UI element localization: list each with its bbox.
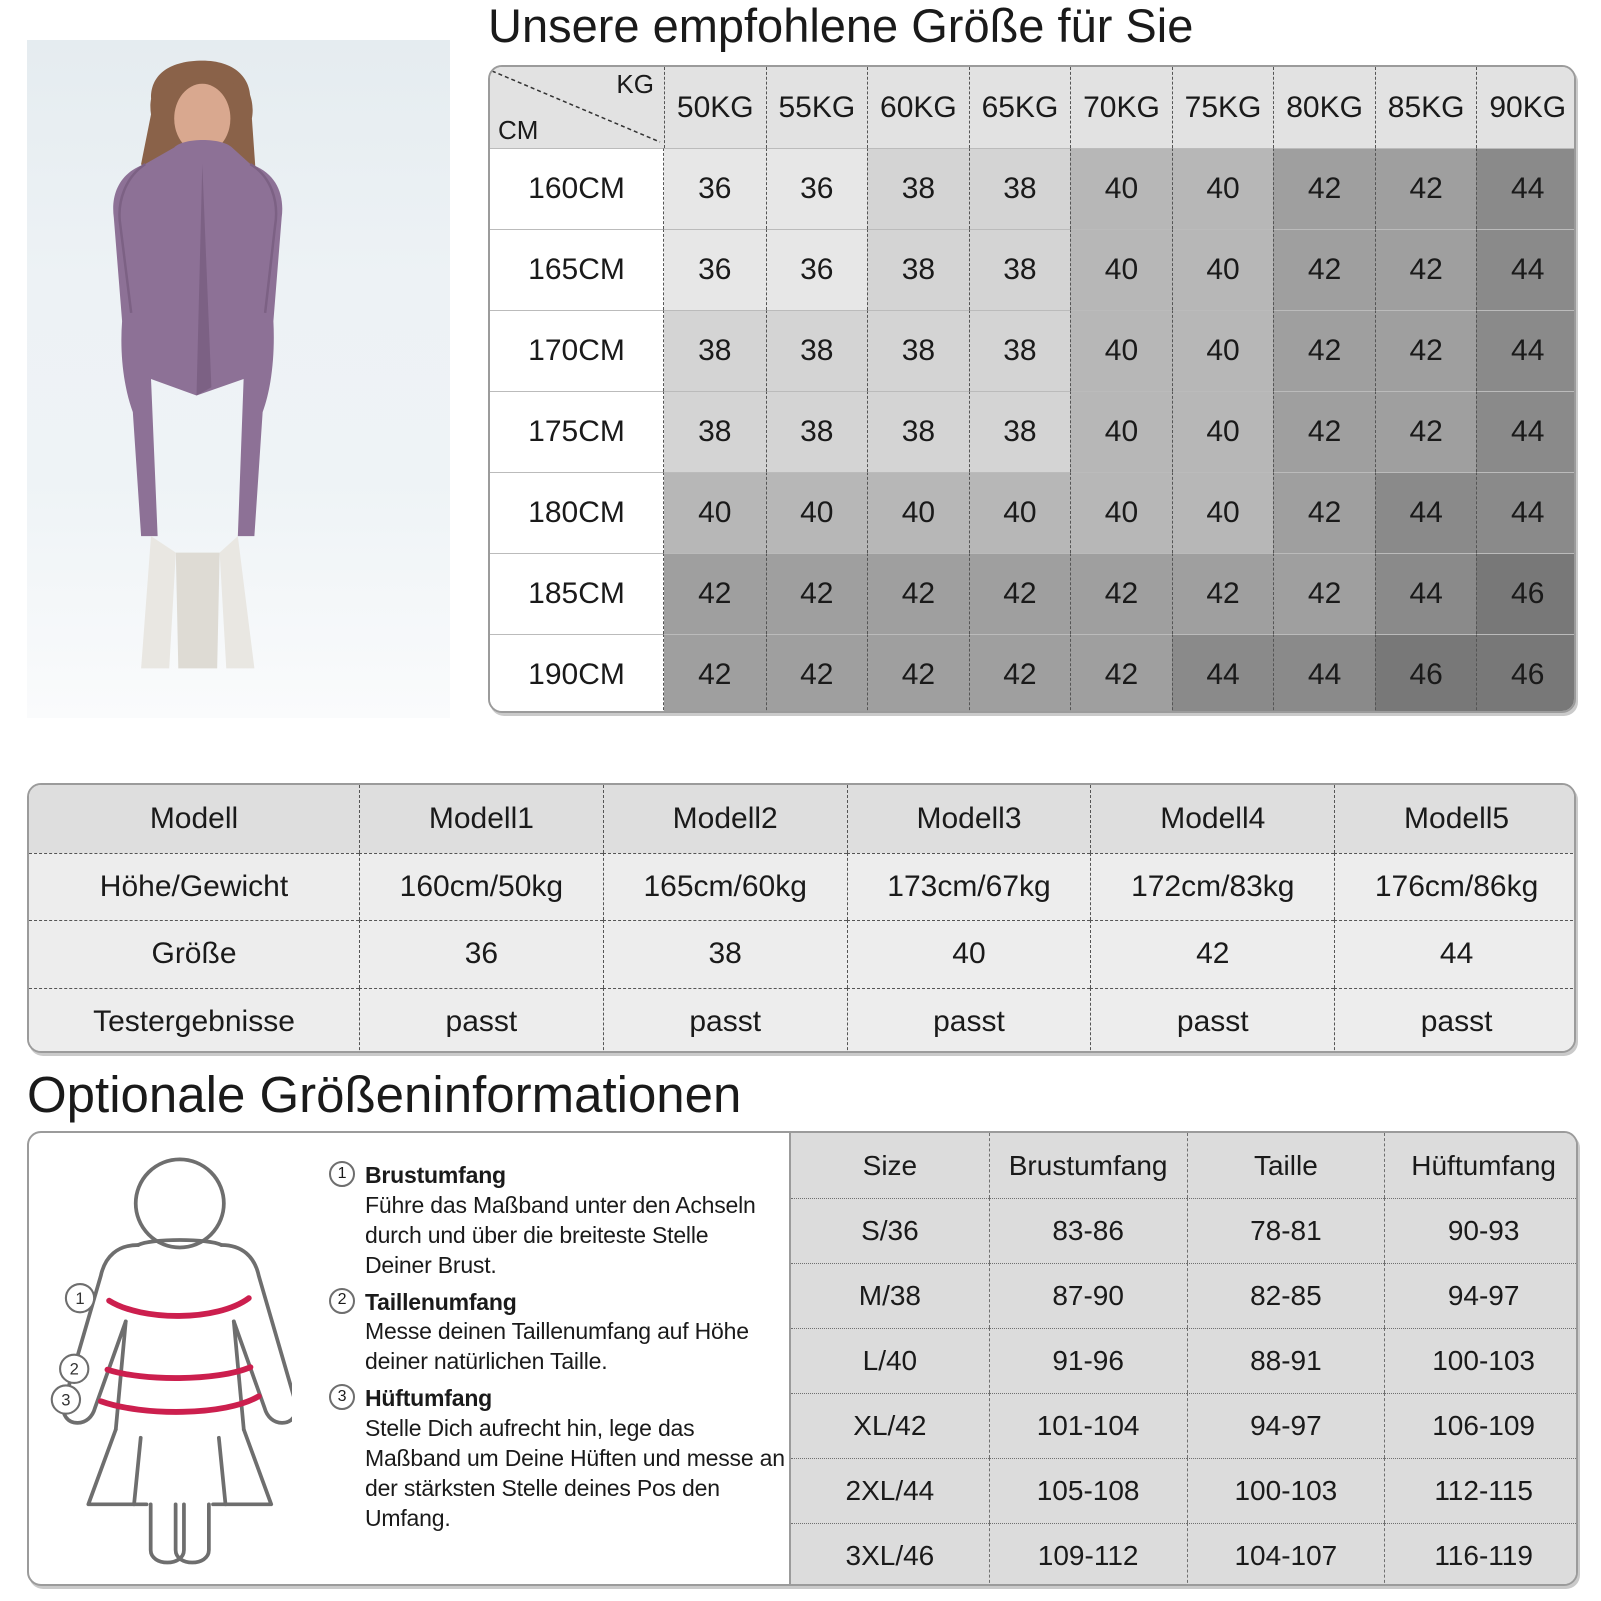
svg-text:2: 2 (70, 1360, 79, 1379)
svg-text:3: 3 (61, 1390, 70, 1409)
svg-text:1: 1 (75, 1289, 84, 1308)
